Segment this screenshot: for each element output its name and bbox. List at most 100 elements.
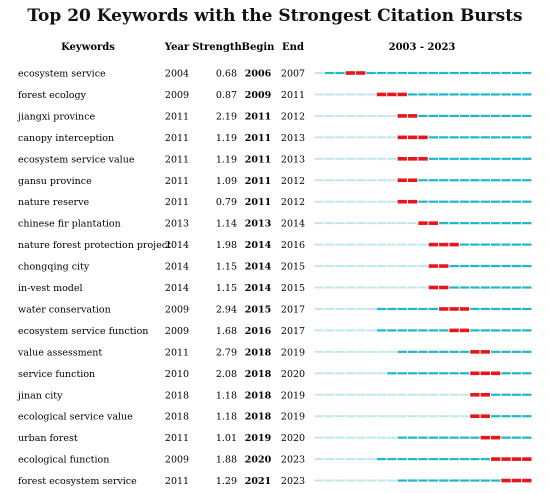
pre-segment [345, 393, 356, 396]
timeline-segment [511, 372, 522, 375]
burst-segment [407, 178, 418, 183]
pre-segment [356, 415, 366, 418]
strength-value: 2.79 [216, 347, 237, 358]
timeline-segment [439, 114, 449, 117]
timeline-segment [449, 71, 459, 75]
timeline-segment [511, 222, 522, 225]
pre-segment [324, 222, 335, 225]
timeline-segment [511, 350, 522, 353]
pre-segment [345, 350, 356, 353]
year-value: 2014 [165, 283, 189, 294]
timeline-segment [490, 350, 501, 353]
end-value: 2013 [281, 133, 305, 144]
timeline-segment [501, 243, 511, 246]
pre-segment [407, 265, 418, 268]
timeline-segment [470, 458, 480, 461]
timeline-segment [490, 136, 501, 139]
timeline-segment [490, 114, 501, 117]
pre-segment [428, 393, 439, 396]
timeline-segment [418, 329, 428, 332]
timeline-segment [480, 200, 490, 203]
strength-value: 1.88 [216, 455, 237, 466]
timeline-segment [522, 222, 532, 225]
timeline-segment [511, 136, 522, 139]
timeline-segment [501, 93, 511, 96]
pre-segment [387, 114, 397, 117]
pre-segment [387, 265, 397, 268]
timeline-segment [459, 372, 470, 375]
timeline-segment [428, 200, 439, 203]
pre-segment [356, 179, 366, 182]
burst-segment [470, 371, 480, 376]
pre-segment [356, 114, 366, 117]
timeline-segment [501, 372, 511, 375]
end-value: 2023 [281, 476, 305, 487]
pre-segment [345, 200, 356, 203]
timeline-segment [387, 329, 397, 332]
pre-segment [407, 286, 418, 289]
pre-segment [356, 265, 366, 268]
burst-segment [397, 135, 407, 140]
keyword-label: chongqing city [18, 262, 90, 273]
pre-segment [335, 393, 345, 396]
timeline-segment [449, 372, 459, 375]
end-value: 2020 [281, 369, 305, 380]
timeline-segment [407, 307, 418, 311]
pre-segment [324, 114, 335, 117]
timeline-segment [428, 157, 439, 160]
pre-segment [387, 436, 397, 439]
burst-segment [439, 242, 449, 247]
strength-value: 2.94 [216, 304, 237, 315]
begin-value: 2006 [245, 69, 272, 80]
timeline-segment [407, 479, 418, 482]
timeline-segment [418, 179, 428, 182]
pre-segment [324, 136, 335, 139]
timeline-segment [449, 93, 459, 96]
pre-segment [345, 136, 356, 139]
timeline-segment [522, 393, 532, 396]
pre-segment [356, 436, 366, 439]
timeline-segment [459, 243, 470, 246]
end-value: 2017 [281, 326, 305, 337]
pre-segment [376, 415, 387, 418]
timeline-segment [480, 93, 490, 96]
begin-value: 2009 [245, 90, 272, 101]
burst-segment [376, 92, 387, 97]
timeline-segment [511, 415, 522, 418]
timeline-segment [522, 350, 532, 353]
timeline-segment [522, 415, 532, 418]
pre-segment [314, 222, 324, 225]
timeline-segment [397, 479, 407, 482]
strength-value: 2.19 [216, 111, 237, 122]
timeline-segment [459, 157, 470, 160]
end-value: 2015 [281, 262, 305, 273]
pre-segment [407, 393, 418, 396]
timeline-segment [480, 479, 490, 482]
end-value: 2019 [281, 347, 305, 358]
pre-segment [418, 243, 428, 246]
pre-segment [314, 350, 324, 353]
timeline-segment [480, 179, 490, 182]
timeline-segment [387, 372, 397, 375]
pre-segment [366, 329, 376, 332]
pre-segment [366, 372, 376, 375]
timeline-segment [490, 179, 501, 182]
pre-segment [418, 393, 428, 396]
pre-segment [439, 415, 449, 418]
strength-value: 1.09 [216, 176, 237, 187]
timeline-segment [418, 436, 428, 439]
timeline-segment [449, 114, 459, 117]
pre-segment [345, 479, 356, 482]
burst-segment [501, 457, 511, 461]
timeline-segment [428, 436, 439, 439]
timeline-segment [439, 222, 449, 225]
keyword-label: in-vest model [18, 283, 83, 294]
timeline-segment [449, 458, 459, 461]
timeline-segment [501, 136, 511, 139]
pre-segment [314, 436, 324, 439]
pre-segment [387, 243, 397, 246]
burst-segment [387, 92, 397, 97]
end-value: 2012 [281, 176, 305, 187]
pre-segment [345, 436, 356, 439]
timeline-segment [407, 458, 418, 461]
